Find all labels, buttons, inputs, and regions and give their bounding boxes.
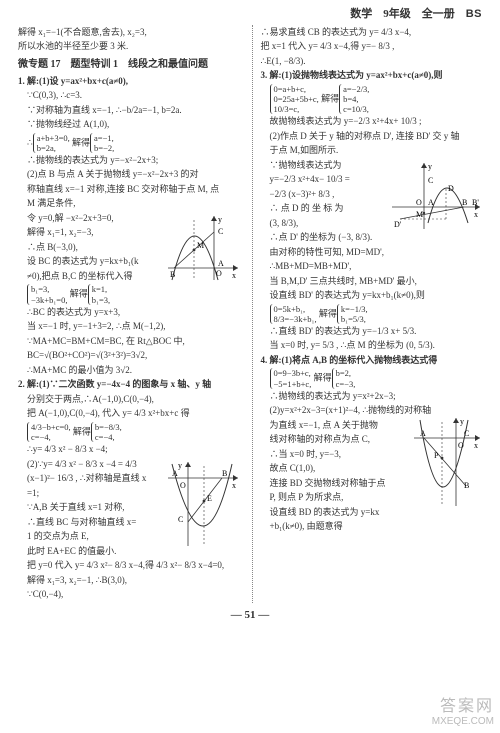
svg-text:M: M xyxy=(197,241,204,250)
right-column: ∴易求直线 CB 的表达式为 y= 4/3 x−4, 把 x=1 代入 y= 4… xyxy=(261,25,487,603)
text-line: ∴易求直线 CB 的表达式为 y= 4/3 x−4, xyxy=(261,26,487,40)
page-number: — 51 — xyxy=(0,603,500,624)
text-line: ∴点 D' 的坐标为 (−3, 8/3). xyxy=(261,231,487,245)
svg-text:x: x xyxy=(474,210,478,219)
equation-system: b₁=3,−3k+b₁=0, 解得k=1,b₁=3, xyxy=(18,284,244,304)
text-line: (2)作点 D 关于 y 轴的对称点 D', 连接 BD' 交 y 轴 xyxy=(261,130,487,144)
text-line: ∴抛物线的表达式为 y=−x²−2x+3; xyxy=(18,154,244,168)
svg-text:C: C xyxy=(178,515,183,524)
topic-heading: 微专题 17 题型特训 1 线段之和最值问题 xyxy=(18,57,244,72)
svg-text:A: A xyxy=(420,429,426,438)
figure-parabola-2: x y O A B C E xyxy=(164,458,242,550)
figure-parabola-3: x y O A B B' C D D' M xyxy=(388,159,484,233)
text-line: ∴直线 BD' 的表达式为 y=−1/3 x+ 5/3. xyxy=(261,325,487,339)
text-line: +b₁(k≠0), 由题意得 xyxy=(261,520,487,534)
text-line: 所以水池的半径至少要 3 米. xyxy=(18,40,244,54)
text-line: ∴BC 的表达式为 y=x+3, xyxy=(18,306,244,320)
svg-text:E: E xyxy=(207,494,212,503)
equation-system: 0=5k+b₁,8/3=−3k+b₁, 解得k=−1/3,b₁=5/3, xyxy=(261,304,487,324)
svg-text:A: A xyxy=(218,259,224,268)
svg-text:C: C xyxy=(218,227,223,236)
text-line: 把 A(−1,0),C(0,−4), 代入 y= 4/3 x²+bx+c 得 xyxy=(18,407,244,421)
text-line: ∵抛物线经过 A(1,0), xyxy=(18,118,244,132)
figure-parabola-4: x y O A C P B xyxy=(410,414,484,510)
svg-text:O: O xyxy=(458,441,464,450)
svg-text:C: C xyxy=(464,429,469,438)
svg-text:P: P xyxy=(434,451,439,460)
svg-text:y: y xyxy=(460,417,464,426)
text-line: 把 x=1 代入 y= 4/3 x−4,得 y=− 8/3 , xyxy=(261,40,487,54)
svg-text:B: B xyxy=(462,198,467,207)
watermark: 答案网 MXEQE.COM xyxy=(432,698,494,727)
svg-text:O: O xyxy=(180,481,186,490)
svg-text:O: O xyxy=(416,198,422,207)
watermark-url: MXEQE.COM xyxy=(432,716,494,727)
subject: 数学 xyxy=(350,8,372,20)
svg-text:x: x xyxy=(474,441,478,450)
svg-text:M: M xyxy=(416,210,423,219)
left-column: 解得 x₁=−1(不合题意,舍去), x₂=3, 所以水池的半径至少要 3 米.… xyxy=(18,25,244,603)
text-line: ∴y= 4/3 x² − 8/3 x −4; xyxy=(18,443,244,457)
svg-text:B: B xyxy=(464,481,469,490)
text-line: ∴抛物线的表达式为 y=x²+2x−3; xyxy=(261,390,487,404)
equation-system: ∴a+b+3=0,b=2a, 解得a=−1,b=−2, xyxy=(18,133,244,153)
svg-text:B: B xyxy=(170,270,175,279)
svg-text:B': B' xyxy=(472,198,479,207)
text-line: 4. 解:(1)将点 A,B 的坐标代入抛物线表达式得 xyxy=(261,354,487,368)
svg-text:D: D xyxy=(448,184,454,193)
svg-text:D': D' xyxy=(394,220,402,229)
text-line: ∴MB+MD=MB+MD', xyxy=(261,260,487,274)
text-line: 故抛物线表达式为 y=−2/3 x²+4x+ 10/3 ; xyxy=(261,115,487,129)
text-line: 于点 M,如图所示. xyxy=(261,144,487,158)
text-line: 称轴直线 x=−1 对称,连接 BC 交对称轴于点 M, 点 xyxy=(18,183,244,197)
text-line: (2)点 B 与点 A 关于抛物线 y=−x²−2x+3 的对 xyxy=(18,168,244,182)
column-divider xyxy=(252,25,253,603)
text-line: 当 x=0 时, y= 5/3 , ∴点 M 的坐标为 (0, 5/3). xyxy=(261,339,487,353)
svg-text:B: B xyxy=(222,469,227,478)
volume: 全一册 xyxy=(422,8,455,20)
page-header: 数学 9年级 全一册 BS xyxy=(0,0,500,25)
svg-text:A: A xyxy=(172,469,178,478)
text-line: 设直线 BD' 的表达式为 y=kx+b₁(k≠0),则 xyxy=(261,289,487,303)
equation-system: 4/3−b+c=0,c=−4, 解得b=−8/3,c=−4, xyxy=(18,422,244,442)
figure-parabola-1: x y O C M B A xyxy=(164,212,242,284)
equation-system: 0=9−3b+c,−5=1+b+c, 解得b=2,c=−3, xyxy=(261,368,487,388)
series: BS xyxy=(466,8,482,20)
svg-text:x: x xyxy=(232,271,236,280)
text-line: ∴E(1, −8/3). xyxy=(261,55,487,69)
page-body: 解得 x₁=−1(不合题意,舍去), x₂=3, 所以水池的半径至少要 3 米.… xyxy=(0,25,500,603)
svg-text:A: A xyxy=(428,198,434,207)
text-line: 当 B,M,D' 三点共线时, MB+MD' 最小, xyxy=(261,275,487,289)
text-line: ∵对称轴为直线 x=−1, ∴−b/2a=−1, b=2a. xyxy=(18,104,244,118)
text-line: ∴MA+MC 的最小值为 3√2. xyxy=(18,364,244,378)
text-line: 2. 解:(1)∵二次函数 y=−4x−4 的图象与 x 轴、y 轴 xyxy=(18,378,244,392)
svg-text:x: x xyxy=(232,481,236,490)
text-line: 由对称的特性可知, MD=MD', xyxy=(261,246,487,260)
svg-text:O: O xyxy=(216,269,222,278)
text-line: 把 y=0 代入 y= 4/3 x²− 8/3 x−4,得 4/3 x²− 8/… xyxy=(18,559,244,573)
grade: 9年级 xyxy=(383,8,411,20)
text-line: 分别交于两点,∴A(−1,0),C(0,−4), xyxy=(18,393,244,407)
svg-text:y: y xyxy=(178,461,182,470)
watermark-title: 答案网 xyxy=(432,698,494,716)
equation-system: 0=a+b+c,0=25a+5b+c,10/3=c, 解得a=−2/3,b=4,… xyxy=(261,84,487,115)
text-line: M 满足条件, xyxy=(18,197,244,211)
text-line: ∵C(0,−4), xyxy=(18,588,244,602)
text-line: 1. 解:(1)设 y=ax²+bx+c(a≠0), xyxy=(18,75,244,89)
text-line: 3. 解:(1)设抛物线表达式为 y=ax²+bx+c(a≠0),则 xyxy=(261,69,487,83)
svg-text:y: y xyxy=(218,215,222,224)
text-line: ∵C(0,3), ∴c=3. xyxy=(18,89,244,103)
text-line: BC=√(BO²+CO²)=√(3²+3²)=3√2, xyxy=(18,349,244,363)
text-line: ∵MA+MC=BM+CM=BC, 在 Rt△BOC 中, xyxy=(18,335,244,349)
svg-text:C: C xyxy=(428,176,433,185)
svg-text:y: y xyxy=(428,162,432,171)
text-line: 当 x=−1 时, y=−1+3=2, ∴点 M(−1,2), xyxy=(18,320,244,334)
text-line: 解得 x₁=−1(不合题意,舍去), x₂=3, xyxy=(18,26,244,40)
text-line: 解得 x₁=3, x₂=−1, ∴B(3,0), xyxy=(18,574,244,588)
